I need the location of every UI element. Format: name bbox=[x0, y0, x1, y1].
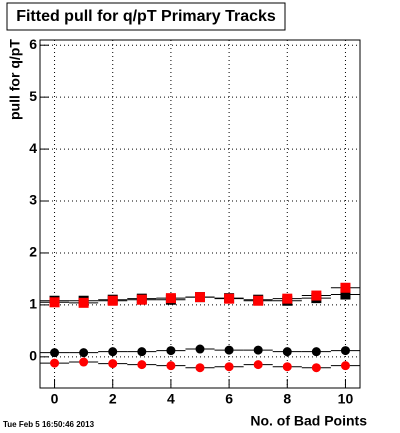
marker bbox=[195, 344, 205, 354]
marker bbox=[50, 358, 60, 368]
marker bbox=[253, 360, 263, 370]
marker bbox=[195, 363, 205, 373]
y-tick-label: 4 bbox=[29, 140, 37, 156]
marker bbox=[224, 362, 234, 372]
plot-frame bbox=[39, 39, 361, 389]
marker bbox=[340, 282, 351, 293]
x-axis-label: No. of Bad Points bbox=[250, 413, 367, 429]
marker bbox=[340, 289, 351, 300]
marker bbox=[49, 297, 60, 308]
x-tick-label: 0 bbox=[51, 391, 59, 407]
y-tick-label: 5 bbox=[29, 88, 37, 104]
marker bbox=[224, 293, 235, 304]
x-tick-label: 10 bbox=[338, 391, 354, 407]
marker bbox=[282, 347, 292, 357]
y-axis-label: pull for q/pT bbox=[7, 39, 23, 120]
marker bbox=[224, 345, 234, 355]
marker bbox=[108, 359, 118, 369]
marker bbox=[166, 346, 176, 356]
marker bbox=[137, 347, 147, 357]
marker bbox=[166, 361, 176, 371]
marker bbox=[165, 293, 176, 304]
chart-title: Fitted pull for q/pT Primary Tracks bbox=[16, 8, 276, 25]
y-tick-label: 6 bbox=[29, 36, 37, 52]
marker bbox=[137, 360, 147, 370]
marker bbox=[253, 295, 264, 306]
footer: Tue Feb 5 16:50:46 2013 bbox=[3, 420, 95, 429]
marker bbox=[282, 362, 292, 372]
y-tick-label: 1 bbox=[29, 296, 37, 312]
marker bbox=[195, 292, 205, 303]
y-tick-label: 3 bbox=[29, 192, 37, 208]
marker bbox=[311, 290, 322, 301]
x-tick-label: 8 bbox=[283, 391, 291, 407]
x-tick-label: 2 bbox=[109, 391, 117, 407]
marker bbox=[340, 361, 350, 371]
x-tick-label: 4 bbox=[167, 391, 175, 407]
title-box bbox=[6, 2, 286, 31]
y-tick-label: 0 bbox=[29, 348, 37, 364]
marker bbox=[78, 297, 89, 308]
marker bbox=[311, 347, 321, 357]
marker bbox=[253, 345, 263, 355]
y-tick-label: 2 bbox=[29, 244, 37, 260]
marker bbox=[282, 293, 293, 304]
marker bbox=[340, 346, 350, 356]
marker bbox=[79, 357, 89, 367]
marker bbox=[136, 294, 147, 305]
marker bbox=[50, 348, 60, 358]
marker bbox=[311, 363, 321, 373]
x-tick-label: 6 bbox=[225, 391, 233, 407]
marker bbox=[79, 348, 89, 358]
marker bbox=[107, 295, 118, 306]
marker bbox=[108, 347, 118, 357]
